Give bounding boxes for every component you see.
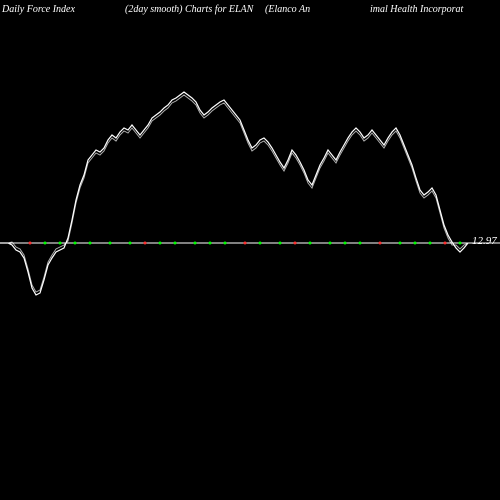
header-segment: imal Health Incorporat: [370, 4, 463, 15]
price-label: 12.97: [472, 235, 497, 247]
header-segment: (2day smooth) Charts for ELAN: [125, 4, 253, 15]
chart-header: Daily Force Index (2day smooth) Charts fo…: [0, 4, 500, 24]
header-segment: (Elanco An: [265, 4, 310, 15]
chart-svg: [0, 0, 500, 500]
force-index-chart: Daily Force Index (2day smooth) Charts fo…: [0, 0, 500, 500]
header-segment: Daily Force Index: [2, 4, 75, 15]
